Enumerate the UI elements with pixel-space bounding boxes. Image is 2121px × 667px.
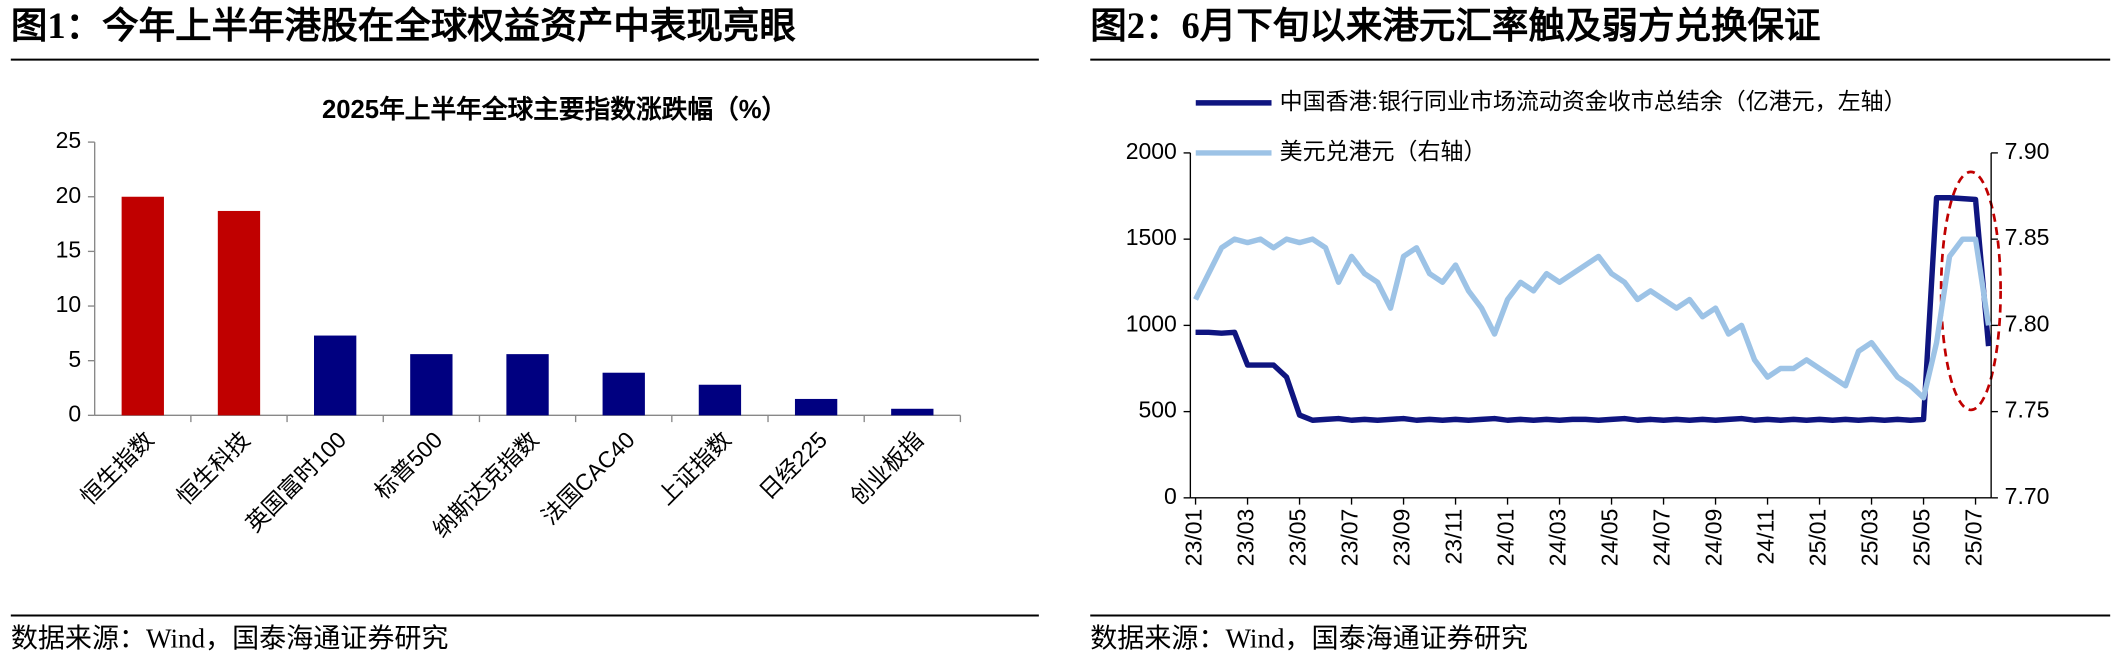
bar <box>217 210 261 416</box>
legend-label: 中国香港:银行同业市场流动资金收市总结余（亿港元，左轴） <box>1280 88 1907 114</box>
x-tick-label: 25/07 <box>1961 509 1987 567</box>
x-tick-label: 23/07 <box>1337 509 1363 567</box>
y2-tick-label: 7.80 <box>2005 310 2050 336</box>
y-tick-label: 20 <box>56 182 82 208</box>
y-tick-label: 0 <box>1164 483 1177 509</box>
x-tick-label: 25/05 <box>1909 509 1935 567</box>
source: 数据来源：Wind，国泰海通证券研究 <box>1090 623 1528 653</box>
x-tick-label: 法国CAC40 <box>536 426 639 529</box>
series-line <box>1195 195 1992 423</box>
x-tick-label: 恒生科技 <box>172 426 255 509</box>
y2-tick-label: 7.75 <box>2005 397 2050 423</box>
x-tick-label: 24/01 <box>1493 509 1519 567</box>
x-tick-label: 25/03 <box>1857 509 1883 567</box>
y-tick-label: 2000 <box>1126 138 1177 164</box>
x-tick-label: 25/01 <box>1805 509 1831 567</box>
y-tick-label: 10 <box>56 291 82 317</box>
figure-title: 图2：6月下旬以来港元汇率触及弱方兑换保证 <box>1090 5 1820 46</box>
x-tick-label: 英国富时100 <box>241 426 352 537</box>
y-tick-label: 15 <box>56 236 82 262</box>
series-line <box>1193 236 1992 401</box>
y-tick-label: 5 <box>68 346 81 372</box>
figure-title: 图1：今年上半年港股在全球权益资产中表现亮眼 <box>11 5 797 46</box>
source: 数据来源：Wind，国泰海通证券研究 <box>11 623 449 653</box>
bar <box>410 354 453 416</box>
x-tick-label: 标普500 <box>369 426 447 504</box>
x-tick-label: 日经225 <box>754 426 832 504</box>
x-tick-label: 24/11 <box>1753 509 1779 565</box>
bar <box>698 384 742 416</box>
bar <box>314 335 357 416</box>
x-tick-label: 24/09 <box>1701 509 1727 567</box>
x-tick-label: 恒生指数 <box>75 426 158 509</box>
bar <box>121 196 164 416</box>
bar <box>602 372 645 416</box>
x-tick-label: 23/11 <box>1441 509 1467 565</box>
chart-title: 2025年上半年全球主要指数涨跌幅（%） <box>322 94 787 124</box>
x-tick-label: 24/05 <box>1597 509 1623 567</box>
y-tick-label: 1000 <box>1126 310 1177 336</box>
highlight-ellipse <box>1939 170 2002 412</box>
x-tick-label: 23/05 <box>1285 509 1311 567</box>
bar <box>506 354 549 416</box>
x-tick-label: 24/07 <box>1649 509 1675 567</box>
x-tick-label: 23/03 <box>1233 509 1259 567</box>
x-tick-label: 创业板指 <box>845 426 928 509</box>
y2-tick-label: 7.90 <box>2005 138 2050 164</box>
x-tick-label: 23/01 <box>1181 509 1207 567</box>
bar <box>794 398 838 416</box>
y-tick-label: 0 <box>68 400 81 426</box>
x-tick-label: 24/03 <box>1545 509 1571 567</box>
legend-label: 美元兑港元（右轴） <box>1280 138 1487 164</box>
y-tick-label: 1500 <box>1126 224 1177 250</box>
x-tick-label: 上证指数 <box>652 426 735 509</box>
bar <box>891 408 934 416</box>
x-tick-label: 23/09 <box>1389 509 1415 567</box>
y-tick-label: 25 <box>56 127 82 153</box>
y2-tick-label: 7.85 <box>2005 224 2050 250</box>
y2-tick-label: 7.70 <box>2005 483 2050 509</box>
y-tick-label: 500 <box>1138 397 1176 423</box>
